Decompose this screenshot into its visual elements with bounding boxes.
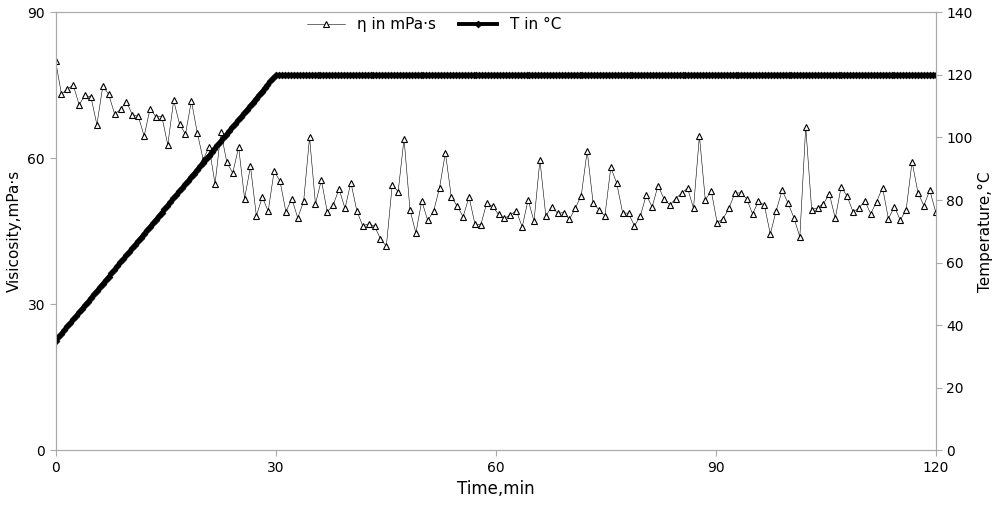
η in mPa·s	[664, 202, 676, 208]
T in °C	[574, 72, 586, 78]
η in mPa·s	[516, 224, 528, 230]
Legend: η in mPa·s, T in °C: η in mPa·s, T in °C	[301, 11, 567, 38]
T in °C	[576, 72, 588, 78]
η in mPa·s	[50, 58, 62, 64]
η in mPa·s	[404, 207, 416, 213]
T in °C	[52, 334, 64, 340]
T in °C	[794, 72, 806, 78]
η in mPa·s	[782, 200, 794, 206]
η in mPa·s	[552, 210, 564, 216]
Line: η in mPa·s: η in mPa·s	[52, 57, 939, 250]
Y-axis label: Temperature,°C: Temperature,°C	[978, 171, 993, 291]
Y-axis label: Visicosity,mPa·s: Visicosity,mPa·s	[7, 170, 22, 292]
η in mPa·s	[380, 243, 392, 249]
X-axis label: Time,min: Time,min	[457, 480, 534, 498]
T in °C	[850, 72, 862, 78]
T in °C	[930, 72, 942, 78]
T in °C	[50, 338, 62, 344]
T in °C	[591, 72, 603, 78]
Line: T in °C: T in °C	[53, 73, 938, 343]
η in mPa·s	[930, 209, 942, 215]
η in mPa·s	[339, 206, 351, 212]
T in °C	[270, 72, 282, 78]
